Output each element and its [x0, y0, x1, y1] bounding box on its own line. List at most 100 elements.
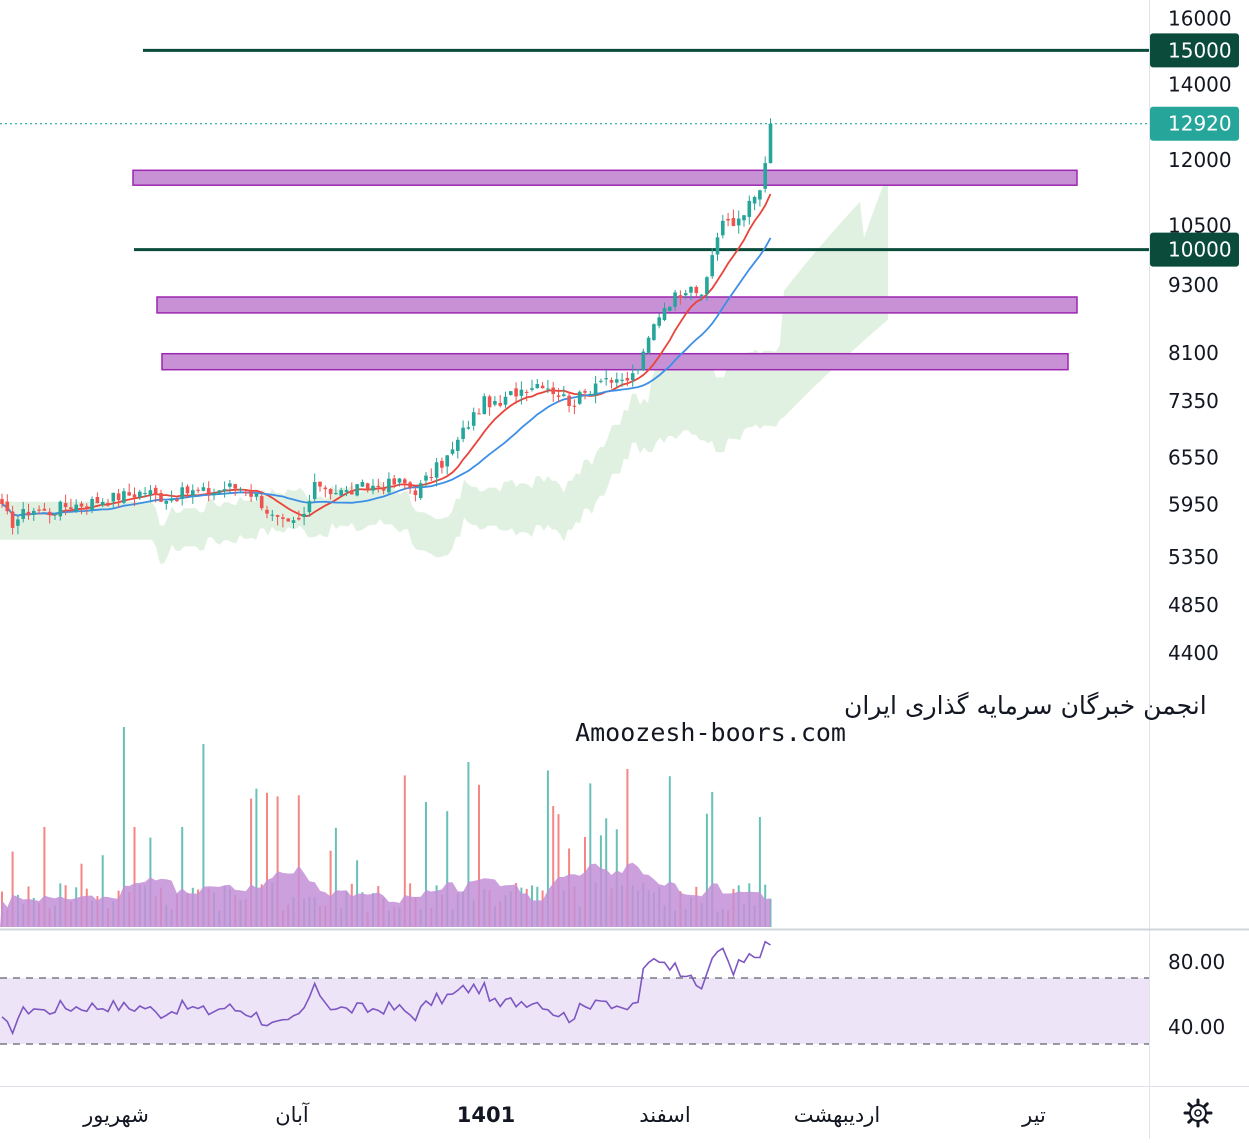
volume-bar — [133, 827, 136, 927]
candle-body — [567, 395, 571, 406]
volume-bar — [334, 827, 337, 927]
candle-body — [604, 378, 608, 380]
candle-body — [498, 402, 502, 406]
volume-bar — [557, 814, 560, 927]
candle-body — [429, 477, 434, 478]
volume-bar — [467, 762, 470, 927]
candle-body — [323, 487, 328, 490]
volume-bar — [589, 783, 592, 927]
price-badge — [1150, 33, 1239, 68]
candle-body — [652, 324, 656, 340]
volume-bar — [425, 802, 427, 927]
candle-body — [493, 401, 497, 405]
time-tick-label: تیر — [1021, 1103, 1046, 1127]
candle-body — [758, 190, 762, 200]
candle-body — [583, 391, 587, 393]
candle-body — [768, 123, 773, 164]
candle-body — [519, 389, 524, 396]
candle-body — [641, 351, 646, 371]
candle-body — [646, 337, 651, 353]
candle-body — [577, 391, 582, 404]
candle-body — [153, 487, 158, 495]
volume-bar — [546, 770, 549, 927]
candle-body — [482, 396, 487, 415]
candles — [0, 118, 773, 535]
price-tick-label: 6550 — [1168, 445, 1219, 469]
time-tick-label: شهریور — [82, 1103, 149, 1127]
watermark-line1: انجمن خبرگان سرمایه گذاری ایران — [844, 691, 1207, 720]
candle-body — [625, 378, 630, 381]
candle-body — [344, 490, 349, 492]
candle-body — [450, 449, 455, 454]
candle-body — [302, 513, 306, 517]
candle-body — [318, 481, 322, 487]
volume-bar — [446, 811, 449, 927]
candle-body — [138, 491, 142, 498]
volume-bar — [181, 827, 184, 927]
candle-body — [360, 482, 365, 487]
rsi-tick-label: 40.00 — [1168, 1015, 1225, 1039]
horizontal-levels[interactable] — [0, 48, 1149, 252]
candle-body — [514, 388, 518, 397]
gear-icon[interactable] — [1183, 1098, 1213, 1128]
candle-body — [456, 439, 460, 451]
volume-bar — [552, 806, 555, 927]
candle-body — [238, 488, 243, 490]
volume-bar — [266, 792, 268, 927]
volume-bar — [705, 813, 708, 927]
candle-body — [10, 511, 15, 528]
volume-bar — [255, 788, 258, 927]
candle-body — [657, 317, 661, 326]
candle-body — [673, 292, 677, 307]
price-badge-label: 12920 — [1168, 112, 1232, 136]
candle-body — [562, 394, 566, 397]
volume-bar — [202, 744, 205, 927]
candle-body — [201, 487, 206, 491]
volume-bar — [478, 784, 480, 927]
candle-body — [387, 478, 391, 493]
candle-body — [164, 501, 169, 504]
candle-body — [334, 493, 338, 495]
candle-body — [556, 395, 561, 397]
support-zones[interactable] — [132, 169, 1078, 371]
candle-body — [127, 492, 131, 496]
candle-body — [726, 218, 730, 221]
volume-ma-area — [0, 862, 771, 927]
candle-body — [413, 490, 418, 496]
candle-body — [434, 462, 439, 478]
candle-body — [244, 491, 248, 494]
candle-body — [540, 385, 545, 389]
candle-body — [763, 163, 767, 189]
candle-body — [721, 220, 725, 236]
candle-body — [222, 489, 227, 492]
candle-body — [74, 504, 78, 512]
price-tick-label: 7350 — [1168, 389, 1219, 413]
volume-bar — [711, 791, 714, 927]
candle-body — [297, 517, 301, 520]
candle-body — [0, 499, 4, 504]
candle-body — [689, 286, 693, 293]
candle-body — [509, 391, 513, 395]
support-zone — [132, 169, 1078, 186]
candle-body — [249, 490, 253, 497]
candle-body — [53, 514, 57, 516]
candle-body — [710, 255, 714, 277]
candle-body — [599, 380, 603, 382]
price-tick-label: 5350 — [1168, 545, 1219, 569]
candle-body — [132, 494, 137, 498]
candle-body — [466, 427, 471, 429]
candle-body — [477, 413, 481, 415]
candle-body — [185, 486, 190, 494]
candle-body — [487, 396, 492, 408]
candle-body — [58, 501, 63, 517]
candle-body — [143, 493, 147, 494]
candle-body — [191, 490, 195, 496]
candle-body — [169, 498, 174, 501]
candle-body — [206, 488, 211, 496]
candle-body — [95, 497, 100, 504]
candle-body — [371, 485, 375, 491]
price-badges: 15000 10000 12920 — [1150, 33, 1239, 267]
candle-body — [705, 277, 709, 294]
time-tick-label: آبان — [275, 1102, 310, 1127]
